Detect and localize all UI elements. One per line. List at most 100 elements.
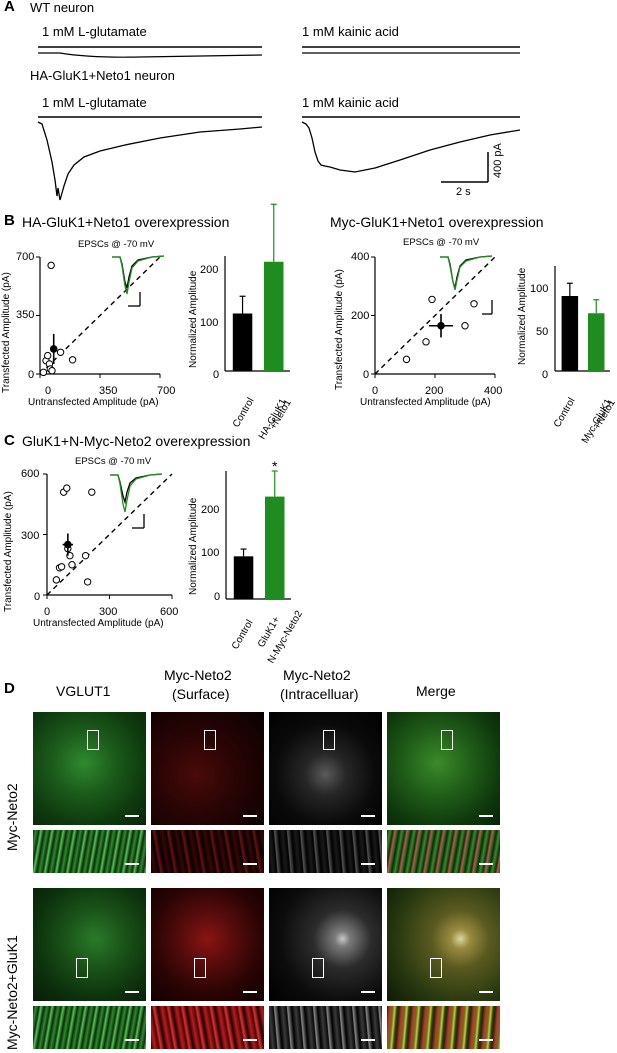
d-r1-intracellular-image	[269, 712, 382, 825]
d-row-label-neto2-gluk1: Myc-Neto2+GluK1	[4, 935, 20, 1050]
b-left-bar-chart	[224, 203, 290, 372]
bar-1	[265, 496, 285, 599]
bar-0	[232, 313, 253, 371]
b-right-bar-ytick-100: 100	[530, 283, 549, 295]
b-left-epsc-inset	[112, 255, 165, 307]
b-left-epsc-label: EPSCs @ -70 mV	[78, 239, 155, 250]
b-left-scatter-ytick-350: 350	[16, 309, 35, 321]
data-point	[68, 356, 77, 364]
mean-point	[49, 345, 58, 353]
d-col-header-merge: Merge	[416, 683, 456, 699]
data-point	[470, 300, 478, 308]
b-right-title: Myc-GluK1+Neto1 overexpression	[330, 214, 544, 230]
glutamate-label-ha: 1 mM L-glutamate	[42, 95, 147, 110]
d-col-header-intracellular-line2: (Intracelluar)	[280, 686, 359, 702]
b-left-bar-ytick-0: 0	[213, 369, 220, 381]
kainate-label-ha: 1 mM kainic acid	[302, 95, 399, 110]
d-r2-surface-image	[151, 888, 264, 1001]
c-scatter-plot	[43, 473, 173, 599]
d-r2-vglut1-image	[33, 888, 146, 1001]
b-right-scatter-ytick-400: 400	[351, 251, 370, 263]
b-right-bar-cat-control: Control	[552, 396, 578, 430]
d-r2-intracellular-zoom	[269, 1006, 382, 1049]
d-r1-merge-image	[387, 712, 500, 825]
b-right-scatter-xlabel: Untransfected Amplitude (pA)	[360, 397, 491, 408]
data-point	[47, 261, 55, 270]
d-col-header-surface-line2: (Surface)	[172, 686, 230, 702]
b-left-title: HA-GluK1+Neto1 overexpression	[22, 214, 230, 230]
bar-1	[264, 261, 284, 371]
bar-0	[561, 296, 579, 371]
b-right-bar-ytick-0: 0	[542, 369, 549, 381]
data-point	[63, 484, 71, 492]
b-right-scatter-xtick-0: 0	[372, 385, 379, 397]
d-r2-merge-zoom	[387, 1006, 500, 1049]
b-left-scatter-xtick-350: 350	[99, 385, 118, 397]
b-left-scatter-ytick-700: 700	[16, 251, 35, 263]
c-scatter-xtick-300: 300	[99, 606, 118, 618]
panel-a-traces	[37, 46, 521, 201]
b-left-bar-ylabel: Normalized Amplitude	[188, 270, 199, 368]
b-right-scatter-ytick-200: 200	[351, 310, 370, 322]
d-r2-merge-image	[387, 888, 500, 1001]
ha-kainate-trace	[301, 121, 521, 173]
b-right-scatter-xtick-200: 200	[425, 385, 444, 397]
unity-line	[46, 473, 173, 596]
data-point	[56, 348, 65, 356]
ha-neuron-label: HA-GluK1+Neto1 neuron	[30, 68, 175, 83]
c-epsc-label: EPSCs @ -70 mV	[75, 456, 152, 467]
b-left-bar-ytick-100: 100	[200, 317, 219, 329]
scale-current-label: 400 pA	[492, 143, 504, 178]
panel-letter-a: A	[4, 0, 15, 15]
b-left-scatter-xlabel: Untransfected Amplitude (pA)	[28, 397, 159, 408]
b-right-scatter-ylabel: Transfected Amplitude (pA)	[334, 269, 345, 390]
b-right-bar-chart	[554, 266, 610, 372]
c-bar-ytick-100: 100	[201, 547, 220, 559]
b-left-scatter-xtick-0: 0	[45, 385, 52, 397]
d-r2-vglut1-zoom	[33, 1006, 146, 1049]
d-col-header-surface-line1: Myc-Neto2	[164, 667, 232, 683]
c-scatter-ytick-600: 600	[21, 468, 40, 480]
data-point	[428, 295, 436, 304]
data-point	[39, 368, 48, 377]
c-bar-sig-marker: *	[272, 458, 278, 474]
scale-time-label: 2 s	[456, 186, 471, 198]
data-point	[44, 351, 52, 360]
data-point	[461, 322, 469, 330]
b-left-scatter-plot	[36, 256, 161, 378]
c-bar-ylabel: Normalized Amplitude	[188, 497, 199, 595]
c-scatter-xtick-600: 600	[160, 606, 179, 618]
d-r1-surface-zoom	[151, 830, 264, 873]
b-right-epsc-label: EPSCs @ -70 mV	[403, 237, 480, 248]
c-scatter-xtick-0: 0	[44, 606, 51, 618]
data-point	[83, 578, 92, 586]
bar-0	[233, 556, 254, 599]
c-epsc-inset	[110, 473, 163, 529]
b-left-scatter-ylabel: Transfected Amplitude (pA)	[1, 272, 12, 393]
d-col-header-vglut1: VGLUT1	[56, 683, 111, 699]
panel-letter-b: B	[4, 212, 15, 229]
b-right-epsc-inset	[440, 255, 493, 315]
b-right-scatter-xtick-400: 400	[484, 385, 503, 397]
data-point	[48, 366, 56, 375]
data-point	[68, 561, 76, 569]
mean-point	[437, 321, 445, 330]
wt-glutamate-trace	[38, 52, 263, 58]
panel-letter-d: D	[4, 680, 15, 697]
data-point	[81, 551, 90, 560]
d-r1-intracellular-zoom	[269, 830, 382, 873]
d-row-label-neto2: Myc-Neto2	[4, 783, 20, 851]
c-scatter-ytick-0: 0	[34, 591, 41, 603]
b-left-bar-cat-control: Control	[231, 396, 257, 430]
d-r1-surface-image	[151, 712, 264, 825]
bar-1	[588, 313, 605, 371]
c-bar-ytick-0: 0	[214, 591, 221, 603]
c-scatter-ytick-300: 300	[21, 530, 40, 542]
b-right-bar-ytick-50: 50	[536, 326, 549, 338]
data-point	[422, 338, 430, 346]
b-right-scatter-ytick-0: 0	[363, 369, 370, 381]
data-point	[88, 488, 96, 496]
c-scatter-ylabel: Transfected Amplitude (pA)	[3, 491, 14, 612]
kainate-label-wt: 1 mM kainic acid	[302, 24, 399, 39]
b-left-scatter-ytick-0: 0	[28, 369, 35, 381]
